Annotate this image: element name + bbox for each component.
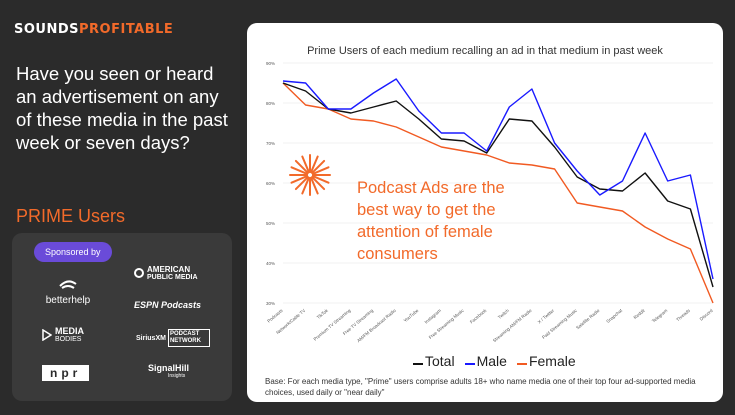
series-line-female	[282, 82, 714, 304]
callout-text: Podcast Ads are the best way to get the …	[357, 179, 505, 263]
footnote: Base: For each media type, "Prime" users…	[265, 377, 696, 397]
npr-logo: npr	[42, 365, 90, 381]
y-tick-label: 50%	[266, 221, 275, 226]
y-tick-label: 70%	[266, 141, 275, 146]
x-tick-label: YouTube	[403, 308, 420, 324]
segment-label: PRIME Users	[16, 206, 126, 226]
apm-logo: AMERICAN PUBLIC MEDIA	[134, 265, 198, 281]
betterhelp-icon	[59, 280, 77, 289]
y-tick-label: 80%	[266, 101, 275, 106]
legend-item-male: Male	[464, 353, 507, 369]
brand-logo: SOUNDSPROFITABLE	[14, 22, 173, 37]
siriusxm-podcast-network-logo: SiriusXM PODCAST NETWORK	[136, 329, 210, 347]
x-tick-label: Telegram	[651, 308, 669, 324]
x-tick-label: Discord	[699, 308, 714, 322]
apm-icon	[134, 268, 144, 278]
espn-podcasts-logo: ESPN Podcasts	[134, 300, 202, 310]
legend-item-female: Female	[516, 353, 576, 369]
x-tick-label: Podcasts	[266, 307, 284, 323]
sponsored-by-badge: Sponsored by	[34, 242, 112, 262]
x-tick-label: Twitch	[497, 308, 510, 320]
line-chart: 30%40%50%60%70%80%90% PodcastsNetwork/Ca…	[266, 61, 714, 344]
x-tick-label: Facebook	[469, 307, 488, 324]
betterhelp-logo: betterhelp	[37, 277, 99, 306]
chart-legend: Total Male Female	[413, 353, 576, 369]
signal-hill-logo: SignalHill Insights	[148, 363, 190, 379]
survey-question: Have you seen or heard an advertisement …	[16, 63, 228, 153]
x-tick-label: Snapchat	[605, 307, 623, 324]
y-tick-label: 40%	[266, 261, 275, 266]
x-tick-label: TikTok	[316, 307, 330, 320]
x-tick-label: Satellite Radio	[575, 308, 601, 331]
sunburst-icon	[289, 154, 331, 196]
media-bodies-logo: MEDIA BODIES	[42, 326, 84, 343]
series-line-male	[282, 78, 714, 280]
y-tick-label: 30%	[266, 301, 275, 306]
x-tick-label: Reddit	[633, 307, 647, 320]
play-icon	[42, 328, 52, 341]
y-tick-label: 90%	[266, 61, 275, 66]
brand-part2: PROFITABLE	[79, 22, 174, 37]
chart-card: Prime Users of each medium recalling an …	[247, 23, 723, 402]
x-tick-label: AM/FM Broadcast Radio	[356, 308, 397, 344]
legend-item-total: Total	[413, 353, 455, 369]
chart-title: Prime Users of each medium recalling an …	[307, 45, 663, 57]
sponsors-panel: Sponsored by betterhelp AMERICAN PUBLIC M…	[12, 233, 232, 401]
brand-part1: SOUNDS	[14, 22, 80, 37]
x-tick-label: Streaming AM/FM Radio	[492, 308, 533, 344]
x-tick-label: Threads	[675, 307, 691, 322]
y-tick-label: 60%	[266, 181, 275, 186]
series-line-total	[282, 82, 714, 288]
x-tick-label: Instagram	[424, 308, 443, 325]
x-tick-label: X / Twitter	[537, 308, 556, 325]
